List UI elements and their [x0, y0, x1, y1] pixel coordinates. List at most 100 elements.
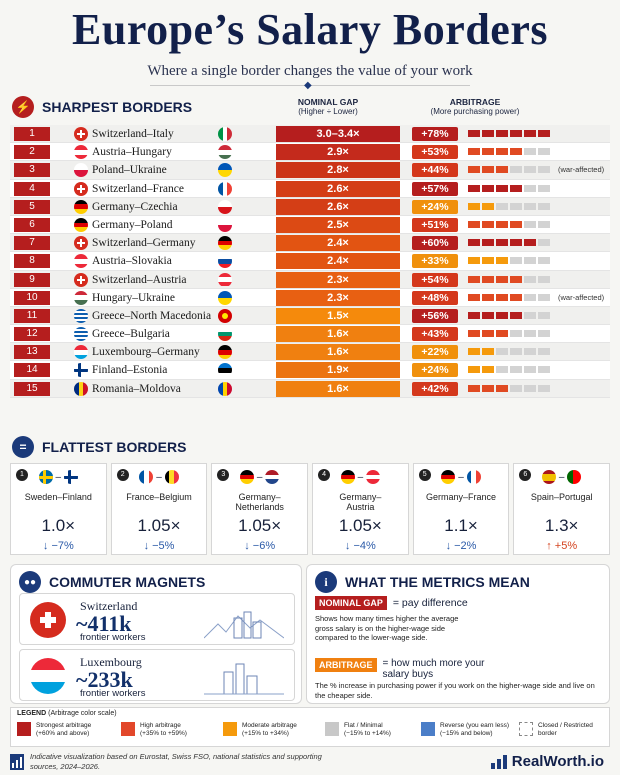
nominal-desc: Shows how many times higher the average … — [315, 614, 459, 642]
border-pair: Germany–Czechia — [92, 200, 178, 213]
card-value: 1.05× — [238, 516, 282, 535]
arbitrage-meter — [468, 311, 550, 319]
nominal-gap-bar: 1.9× — [276, 362, 400, 379]
arbitrage-segment — [510, 130, 522, 137]
legend: LEGEND (Arbitrage color scale) Strongest… — [10, 707, 610, 747]
arbitrage-segment — [482, 311, 494, 319]
flattest-heading: = FLATTEST BORDERS — [12, 436, 186, 458]
flag-icon — [74, 163, 88, 178]
card-flags: – — [313, 470, 408, 484]
dash-icon: – — [458, 471, 464, 483]
flat-border-card: 6 – Spain–Portugal 1.3× ↑ +5% — [513, 463, 611, 555]
arbitrage-segment — [468, 330, 480, 338]
flag-icon — [74, 290, 88, 305]
arbitrage-segment — [524, 130, 536, 137]
arbitrage-segment — [510, 257, 522, 265]
card-change: ↓ −5% — [143, 540, 175, 552]
table-row: 15 Romania–Moldova 1.6× +42% — [10, 379, 610, 398]
commuter-value: ~233k — [76, 667, 133, 692]
rank-badge: 6 — [14, 217, 50, 232]
legend-swatch — [325, 722, 339, 736]
arbitrage-segment — [496, 184, 508, 192]
arbitrage-meter — [468, 220, 550, 228]
arbitrage-segment — [496, 202, 508, 210]
legend-text: High arbitrage (+35% to +59%) — [140, 722, 187, 737]
table-row: 12 Greece–Bulgaria 1.6× +43% — [10, 325, 610, 344]
arbitrage-segment — [510, 384, 522, 392]
arbitrage-meter — [468, 184, 550, 192]
arbitrage-segment — [538, 366, 550, 374]
flag-icon — [265, 470, 280, 484]
arbitrage-segment — [496, 348, 508, 356]
commuter-label: frontier workers — [80, 632, 146, 643]
arbitrage-segment — [468, 311, 480, 319]
luxembourg-flag-icon — [30, 658, 66, 694]
arbitrage-segment — [496, 239, 508, 247]
flat-border-card: 4 – Germany– Austria 1.05× ↓ −4% — [312, 463, 409, 555]
arbitrage-desc: The % increase in purchasing power if yo… — [315, 681, 595, 700]
legend-item: Flat / Minimal (−15% to +14%) — [325, 722, 391, 738]
arbitrage-segment — [496, 330, 508, 338]
arbitrage-segment — [482, 348, 494, 356]
table-row: 1 Switzerland–Italy 3.0–3.4× +78% — [10, 125, 610, 144]
card-flags: – — [414, 470, 509, 484]
flat-border-card: 2 – France–Belgium 1.05× ↓ −5% — [110, 463, 208, 555]
rank-badge: 2 — [14, 145, 50, 160]
card-flags: – — [212, 470, 307, 484]
arbitrage-segment — [482, 130, 494, 137]
arbitrage-segment — [468, 366, 480, 374]
col-nominal-gap: NOMINAL GAP (Higher ÷ Lower) — [297, 97, 359, 116]
arbitrage-meter — [468, 275, 550, 283]
switzerland-flag-icon — [30, 602, 66, 638]
border-pair: Switzerland–Germany — [92, 237, 196, 250]
arbitrage-meter — [468, 202, 550, 210]
rank-badge: 4 — [14, 181, 50, 196]
arbitrage-segment — [482, 202, 494, 210]
dash-icon: – — [256, 471, 263, 483]
legend-text: Reverse (you earn less) (−15% and below) — [440, 722, 509, 737]
arbitrage-segment — [510, 166, 522, 174]
nominal-gap-bar: 2.3× — [276, 271, 400, 288]
arbitrage-segment — [524, 184, 536, 192]
arbitrage-badge: +51% — [412, 217, 458, 232]
card-change: ↑ +5% — [546, 540, 578, 552]
flag-icon — [74, 254, 88, 269]
arbitrage-badge: +57% — [412, 181, 458, 196]
commuter-label: frontier workers — [80, 688, 146, 699]
flag-icon — [218, 254, 232, 269]
flag-icon — [218, 290, 232, 305]
rank-badge: 3 — [14, 163, 50, 178]
card-flags: – — [514, 470, 609, 484]
rank-badge: 12 — [14, 327, 50, 342]
arbitrage-meter — [468, 257, 550, 265]
nominal-gap-bar: 1.6× — [276, 344, 400, 361]
flag-icon — [366, 470, 381, 484]
flat-border-card: 1 – Sweden–Finland 1.0× ↓ −7% — [10, 463, 107, 555]
flag-icon — [139, 470, 154, 484]
col-arbitrage: ARBITRAGE (More purchasing power) — [430, 97, 520, 116]
legend-item: Closed / Restricted border — [519, 722, 593, 738]
rank-badge: 15 — [14, 381, 50, 396]
arbitrage-badge: +24% — [412, 199, 458, 214]
people-icon: ●● — [19, 571, 41, 593]
city-skyline-icon — [204, 611, 284, 639]
border-pair: Poland–Ukraine — [92, 164, 167, 177]
arbitrage-segment — [538, 202, 550, 210]
table-row: 13 Luxembourg–Germany 1.6× +22% — [10, 343, 610, 362]
flag-icon — [74, 345, 88, 360]
flag-icon — [218, 181, 232, 196]
divider — [150, 85, 470, 86]
arbitrage-segment — [538, 275, 550, 283]
commuter-panel: ●● COMMUTER MAGNETS Switzerland ~411k fr… — [10, 564, 302, 704]
arbitrage-meter — [468, 366, 550, 374]
arbitrage-segment — [496, 275, 508, 283]
arbitrage-badge: +44% — [412, 163, 458, 178]
nominal-tag: NOMINAL GAP — [315, 596, 387, 610]
flag-icon — [441, 470, 456, 484]
rank-badge: 7 — [14, 236, 50, 251]
sharpest-heading: ⚡ SHARPEST BORDERS — [12, 96, 192, 118]
arbitrage-meter — [468, 130, 550, 137]
flag-icon — [466, 470, 481, 484]
card-change: ↓ −7% — [42, 540, 74, 552]
commuter-switzerland: Switzerland ~411k frontier workers — [19, 593, 295, 645]
